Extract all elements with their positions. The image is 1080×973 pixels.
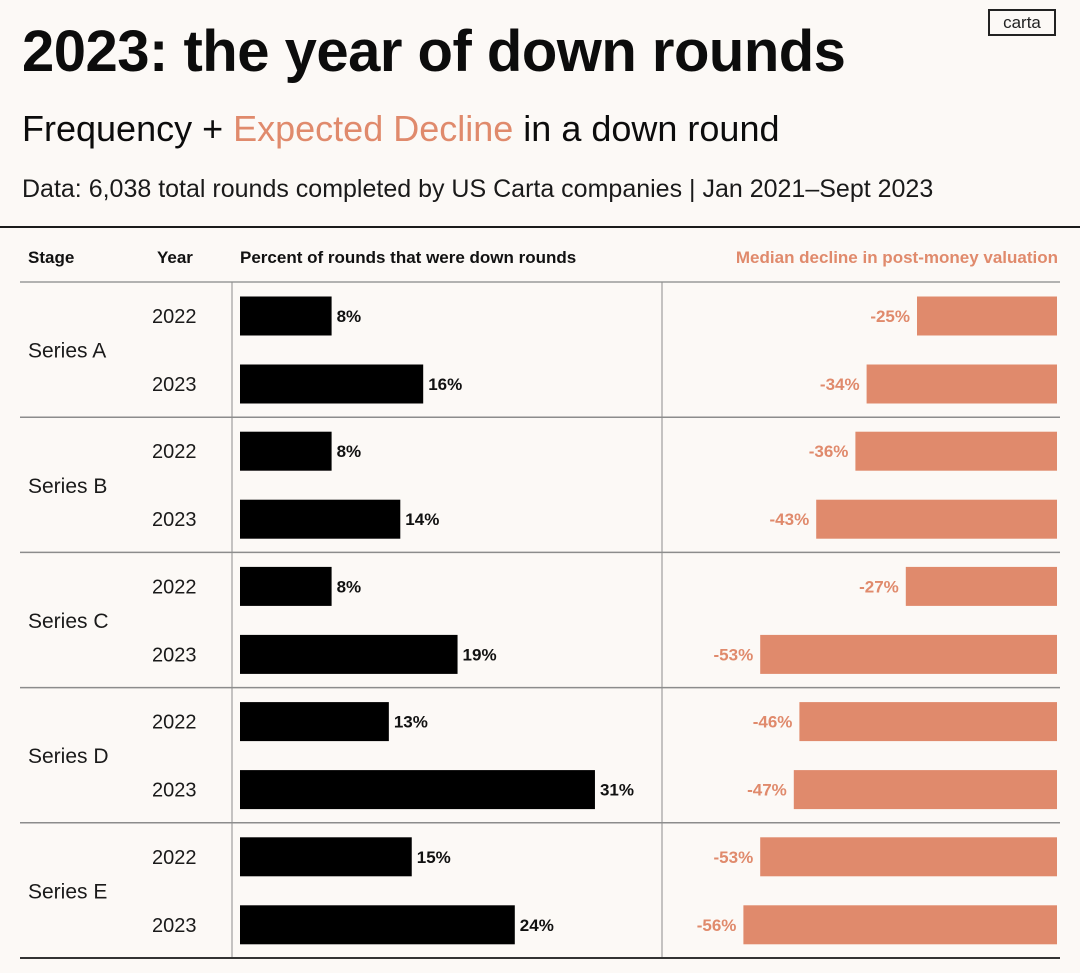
frequency-bar — [240, 634, 458, 674]
column-header-decline: Median decline in post-money valuation — [735, 248, 1058, 267]
year-label: 2023 — [152, 509, 197, 531]
decline-bar — [793, 770, 1057, 810]
chart-subtitle: Frequency + Expected Decline in a down r… — [22, 108, 779, 150]
frequency-bar — [240, 364, 424, 404]
frequency-bar — [240, 905, 515, 945]
decline-bar — [917, 296, 1057, 336]
top-divider — [0, 226, 1080, 228]
stage-label: Series A — [28, 340, 106, 363]
decline-value-label: -53% — [714, 848, 754, 867]
decline-bar — [799, 702, 1057, 742]
decline-bar — [743, 905, 1057, 945]
decline-value-label: -46% — [753, 713, 793, 732]
stage-label: Series C — [28, 610, 109, 633]
subtitle-rest: in a down round — [513, 108, 780, 149]
column-header-year: Year — [157, 248, 193, 267]
year-label: 2022 — [152, 306, 197, 328]
year-label: 2022 — [152, 712, 197, 734]
column-header-frequency: Percent of rounds that were down rounds — [240, 248, 577, 267]
decline-bar — [866, 364, 1057, 404]
decline-value-label: -43% — [770, 510, 810, 529]
frequency-bar — [240, 837, 412, 877]
frequency-value-label: 16% — [428, 375, 462, 394]
frequency-value-label: 8% — [337, 577, 362, 596]
decline-value-label: -27% — [859, 577, 899, 596]
frequency-bar — [240, 770, 595, 810]
year-label: 2022 — [152, 576, 197, 598]
frequency-value-label: 31% — [600, 781, 634, 800]
stage-label: Series D — [28, 745, 109, 768]
year-label: 2022 — [152, 847, 197, 869]
frequency-value-label: 8% — [337, 442, 362, 461]
decline-value-label: -53% — [714, 645, 754, 664]
frequency-bar — [240, 431, 332, 471]
decline-value-label: -25% — [870, 307, 910, 326]
data-source-note: Data: 6,038 total rounds completed by US… — [22, 175, 934, 203]
frequency-bar — [240, 499, 401, 539]
frequency-bar — [240, 702, 389, 742]
decline-value-label: -56% — [697, 916, 737, 935]
chart-title: 2023: the year of down rounds — [22, 19, 846, 84]
stage-label: Series E — [28, 880, 107, 903]
stage-label: Series B — [28, 475, 107, 498]
year-label: 2022 — [152, 441, 197, 463]
frequency-value-label: 15% — [417, 848, 451, 867]
frequency-value-label: 19% — [463, 645, 497, 664]
decline-value-label: -34% — [820, 375, 860, 394]
decline-value-label: -36% — [809, 442, 849, 461]
year-label: 2023 — [152, 915, 197, 937]
year-label: 2023 — [152, 780, 197, 802]
year-label: 2023 — [152, 374, 197, 396]
subtitle-frequency: Frequency + — [22, 108, 234, 149]
column-header-stage: Stage — [28, 248, 75, 267]
decline-bar — [905, 566, 1057, 606]
decline-bar — [855, 431, 1057, 471]
frequency-value-label: 13% — [394, 713, 428, 732]
frequency-bar — [240, 566, 332, 606]
decline-bar — [760, 634, 1057, 674]
decline-bar — [816, 499, 1057, 539]
decline-bar — [760, 837, 1057, 877]
carta-logo: carta — [988, 9, 1056, 36]
subtitle-expected-decline: Expected Decline — [233, 108, 514, 149]
frequency-value-label: 24% — [520, 916, 554, 935]
frequency-value-label: 14% — [405, 510, 439, 529]
decline-value-label: -47% — [747, 781, 787, 800]
frequency-value-label: 8% — [337, 307, 362, 326]
year-label: 2023 — [152, 644, 197, 666]
frequency-bar — [240, 296, 332, 336]
